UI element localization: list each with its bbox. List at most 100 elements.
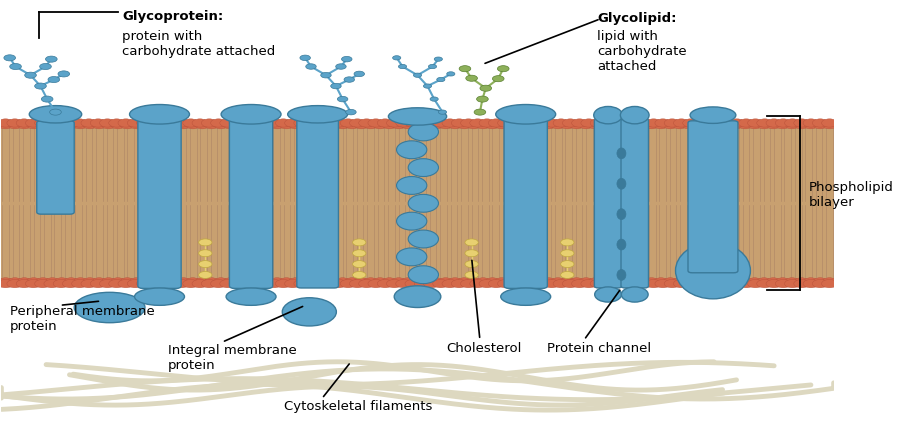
Circle shape bbox=[201, 280, 218, 288]
Circle shape bbox=[430, 97, 438, 101]
Circle shape bbox=[645, 278, 659, 285]
Text: Cytoskeletal filaments: Cytoskeletal filaments bbox=[284, 400, 432, 413]
Circle shape bbox=[504, 278, 518, 285]
Circle shape bbox=[719, 278, 734, 285]
Circle shape bbox=[522, 278, 537, 285]
Circle shape bbox=[710, 280, 726, 288]
Circle shape bbox=[813, 119, 828, 127]
Circle shape bbox=[118, 119, 134, 127]
Circle shape bbox=[494, 278, 509, 285]
Circle shape bbox=[720, 119, 735, 127]
Circle shape bbox=[229, 280, 245, 288]
Circle shape bbox=[363, 121, 378, 129]
Circle shape bbox=[392, 121, 406, 129]
Text: Protein channel: Protein channel bbox=[547, 342, 651, 355]
Circle shape bbox=[588, 278, 602, 285]
Circle shape bbox=[345, 121, 359, 129]
Circle shape bbox=[10, 63, 22, 69]
Circle shape bbox=[44, 119, 59, 127]
Ellipse shape bbox=[495, 104, 556, 124]
Circle shape bbox=[396, 119, 412, 127]
Circle shape bbox=[53, 280, 69, 288]
Circle shape bbox=[199, 271, 212, 278]
Ellipse shape bbox=[129, 104, 190, 124]
Circle shape bbox=[794, 280, 810, 288]
Circle shape bbox=[7, 119, 22, 127]
Circle shape bbox=[465, 239, 478, 246]
Circle shape bbox=[326, 278, 341, 285]
Circle shape bbox=[210, 280, 227, 288]
Circle shape bbox=[757, 280, 772, 288]
Circle shape bbox=[664, 280, 680, 288]
Ellipse shape bbox=[620, 107, 649, 124]
Ellipse shape bbox=[690, 107, 736, 123]
Circle shape bbox=[204, 121, 218, 129]
Circle shape bbox=[541, 278, 556, 285]
Circle shape bbox=[476, 96, 488, 102]
Circle shape bbox=[157, 278, 172, 285]
Circle shape bbox=[352, 260, 366, 267]
Circle shape bbox=[588, 121, 602, 129]
Circle shape bbox=[393, 55, 401, 60]
Circle shape bbox=[513, 278, 528, 285]
Circle shape bbox=[423, 119, 440, 127]
Circle shape bbox=[448, 278, 462, 285]
Circle shape bbox=[155, 119, 171, 127]
Circle shape bbox=[350, 280, 365, 288]
Circle shape bbox=[289, 278, 303, 285]
Circle shape bbox=[442, 280, 458, 288]
Ellipse shape bbox=[595, 287, 621, 302]
Circle shape bbox=[167, 121, 182, 129]
Circle shape bbox=[342, 56, 352, 62]
Ellipse shape bbox=[617, 178, 626, 189]
Circle shape bbox=[210, 119, 227, 127]
Circle shape bbox=[598, 278, 612, 285]
Circle shape bbox=[757, 121, 771, 129]
Circle shape bbox=[146, 280, 162, 288]
Circle shape bbox=[35, 83, 47, 89]
Circle shape bbox=[738, 280, 754, 288]
Circle shape bbox=[261, 121, 275, 129]
Circle shape bbox=[242, 278, 256, 285]
Circle shape bbox=[572, 280, 587, 288]
Circle shape bbox=[458, 121, 471, 129]
Circle shape bbox=[729, 280, 744, 288]
Circle shape bbox=[118, 280, 134, 288]
Circle shape bbox=[423, 84, 432, 88]
Circle shape bbox=[312, 280, 328, 288]
Circle shape bbox=[17, 278, 31, 285]
Circle shape bbox=[581, 280, 597, 288]
Circle shape bbox=[392, 278, 406, 285]
Circle shape bbox=[363, 278, 378, 285]
Circle shape bbox=[785, 119, 800, 127]
Circle shape bbox=[405, 280, 421, 288]
Circle shape bbox=[485, 278, 500, 285]
Circle shape bbox=[368, 119, 384, 127]
Circle shape bbox=[442, 119, 458, 127]
Circle shape bbox=[654, 121, 668, 129]
Text: Glycolipid:: Glycolipid: bbox=[597, 12, 677, 25]
Circle shape bbox=[396, 280, 412, 288]
Circle shape bbox=[628, 119, 643, 127]
Circle shape bbox=[590, 280, 606, 288]
Circle shape bbox=[340, 119, 356, 127]
Circle shape bbox=[560, 121, 574, 129]
Circle shape bbox=[270, 278, 284, 285]
Circle shape bbox=[387, 280, 402, 288]
Circle shape bbox=[672, 121, 687, 129]
Circle shape bbox=[35, 280, 50, 288]
Circle shape bbox=[429, 121, 443, 129]
Circle shape bbox=[378, 280, 393, 288]
Circle shape bbox=[785, 121, 799, 129]
Text: protein with
carbohydrate attached: protein with carbohydrate attached bbox=[122, 30, 275, 58]
Circle shape bbox=[275, 280, 291, 288]
Circle shape bbox=[794, 119, 810, 127]
Circle shape bbox=[673, 280, 690, 288]
Circle shape bbox=[298, 121, 312, 129]
Circle shape bbox=[335, 121, 350, 129]
Circle shape bbox=[266, 280, 282, 288]
Circle shape bbox=[220, 119, 236, 127]
Circle shape bbox=[544, 119, 560, 127]
Circle shape bbox=[504, 121, 518, 129]
Circle shape bbox=[429, 278, 443, 285]
